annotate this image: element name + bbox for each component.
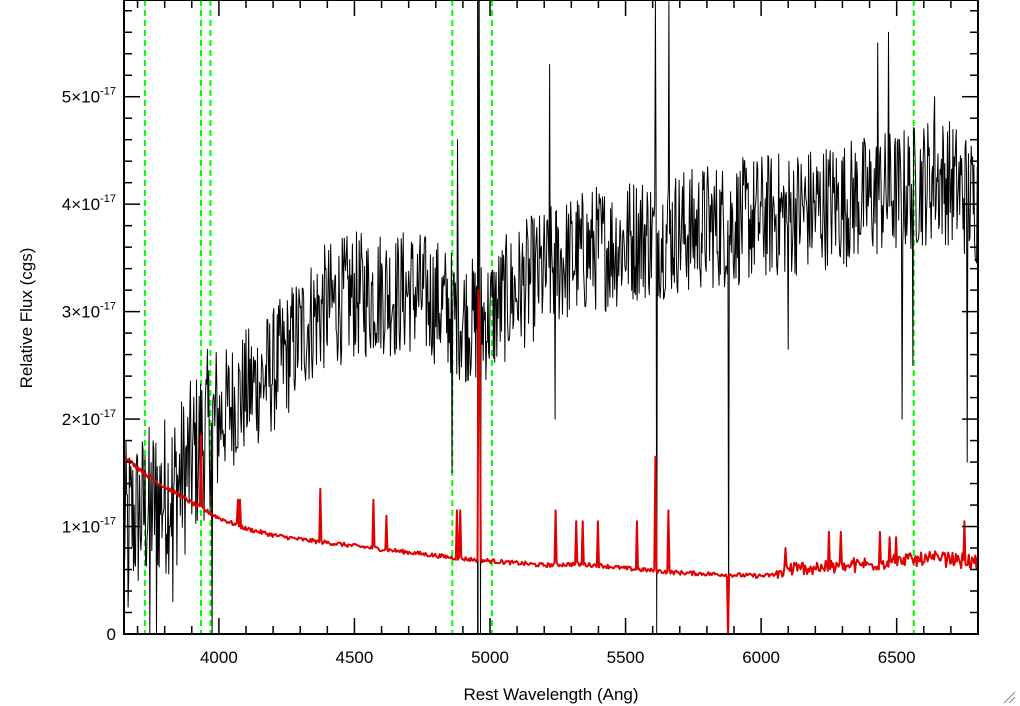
reference-lines bbox=[143, 0, 915, 634]
y-tick-label: 0 bbox=[107, 625, 116, 644]
y-tick-labels: 0 1×10-17 2×10-17 3×10-17 4×10-17 5×10-17 bbox=[62, 86, 116, 644]
x-tick-label: 5000 bbox=[471, 648, 509, 667]
series-line-1 bbox=[124, 289, 978, 634]
x-axis-title: Rest Wavelength (Ang) bbox=[463, 685, 638, 704]
x-tick-label: 6000 bbox=[742, 648, 780, 667]
y-tick-label: 3×10-17 bbox=[62, 301, 116, 322]
series-layer bbox=[124, 0, 978, 634]
plot-frame bbox=[123, 0, 979, 635]
y-tick-label: 2×10-17 bbox=[62, 408, 116, 429]
resize-grip-icon[interactable] bbox=[1002, 690, 1016, 704]
series-line-0 bbox=[124, 0, 978, 634]
x-tick-label: 4000 bbox=[200, 648, 238, 667]
y-axis-title: Relative Flux (cgs) bbox=[17, 248, 36, 389]
x-tick-label: 4500 bbox=[336, 648, 374, 667]
x-tick-label: 5500 bbox=[607, 648, 645, 667]
x-tick-labels: 4000 4500 5000 5500 6000 6500 bbox=[200, 648, 916, 667]
y-tick-label: 4×10-17 bbox=[62, 193, 116, 214]
y-tick-label: 5×10-17 bbox=[62, 86, 116, 107]
x-tick-label: 6500 bbox=[878, 648, 916, 667]
y-tick-label: 1×10-17 bbox=[62, 516, 116, 537]
axes bbox=[123, 0, 979, 635]
